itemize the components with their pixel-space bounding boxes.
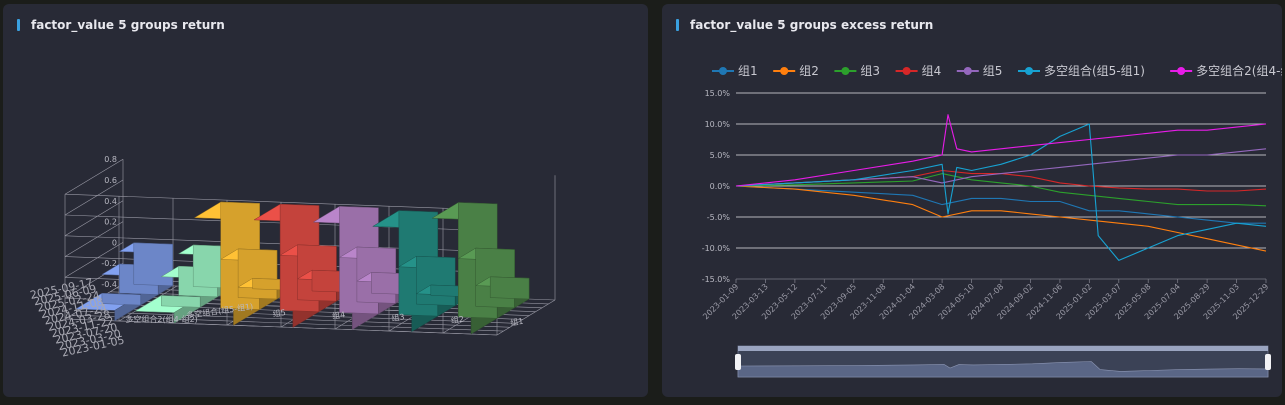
panel-excess-return: factor_value 5 groups excess return 组1 组2… [662,4,1282,397]
legend-label: 多空组合(组5-组1) [1044,63,1145,78]
x-tick-label: 多空组合2(组4-组2) [125,314,197,324]
bar-front[interactable] [133,242,173,287]
legend-marker [1025,67,1033,75]
y-tick-label: 10.0% [705,120,731,129]
legend-marker [902,67,911,75]
legend-label: 组3 [860,64,880,78]
legend-item[interactable]: 多空组合(组5-组1) [1018,63,1145,78]
z-tick-label: -0.4 [101,280,117,289]
zoom-preview-area [737,361,1269,378]
grid-line [64,158,124,195]
x-tick-label: 组3 [391,311,405,323]
series-line[interactable] [735,185,1266,224]
bar-front[interactable] [237,248,278,300]
x-tick-label: 组5 [272,307,286,319]
legend-marker [1177,67,1186,75]
bar-series[interactable] [431,202,530,335]
x-tick-label: 组2 [450,314,464,326]
legend-marker [719,67,727,75]
bar-series[interactable] [371,210,471,333]
x-tick-label: 组4 [331,309,345,321]
legend-item[interactable]: 组3 [834,64,880,78]
grid-line [496,299,556,336]
bars [74,201,530,335]
series-line[interactable] [735,148,1267,187]
z-tick-label: -0.2 [101,259,117,268]
legend-label: 组1 [738,64,758,78]
grid-line [64,200,124,237]
bar-series[interactable] [193,201,293,326]
grid-line [64,242,124,278]
series-line[interactable] [735,173,1267,207]
z-tick-label: 0 [112,238,117,247]
z-tick-label: 0.6 [104,176,117,185]
legend-item[interactable]: 多空组合2(组4-组2) [1170,63,1282,78]
legend: 组1 组2 组3 组4 组5 多空组合(组5-组1) 多空组合2(组4-组2) [712,63,1282,78]
bar-front[interactable] [101,293,142,306]
zoom-handle-left[interactable] [735,354,741,370]
y-tick-label: 15.0% [705,89,731,98]
legend-item[interactable]: 组5 [956,64,1003,78]
legend-item[interactable]: 组4 [895,64,942,78]
legend-marker [780,67,789,75]
data-zoom-slider[interactable] [735,345,1271,378]
panel-title: factor_value 5 groups excess return [676,18,933,32]
series-line[interactable] [735,185,1267,252]
series-line[interactable] [735,123,1267,261]
zoom-bar[interactable] [738,346,1268,351]
y-tick-label: -15.0% [702,275,731,284]
y-tick-label: -5.0% [707,213,731,222]
legend-label: 组5 [983,64,1003,78]
legend-marker [841,67,850,75]
legend-label: 多空组合2(组4-组2) [1196,63,1282,78]
z-tick-label: 0.8 [104,155,117,164]
y-tick-label: 0.0% [710,182,731,191]
legend-marker [963,67,972,75]
panel-title: factor_value 5 groups return [17,18,225,32]
grid-line [71,314,504,332]
series [735,114,1267,261]
series-line[interactable] [735,114,1267,187]
grid-line [64,179,124,216]
x-tick-label: 组1 [510,316,524,328]
line-chart[interactable]: 组1 组2 组3 组4 组5 多空组合(组5-组1) 多空组合2(组4-组2) 15.0% 10… [662,4,1282,397]
grid-line [64,221,124,257]
grid-line [64,318,498,336]
bar-series[interactable] [312,206,412,331]
bar-front[interactable] [161,295,201,308]
legend-label: 组4 [922,64,942,78]
y-tick-label: -10.0% [702,244,731,253]
bar-front[interactable] [489,276,530,300]
legend-item[interactable]: 组2 [773,64,819,78]
zoom-handle-right[interactable] [1265,354,1271,370]
bar-series[interactable] [74,242,174,322]
legend-item[interactable]: 组1 [712,64,758,78]
y-tick-label: 5.0% [710,151,731,160]
z-tick-label: 0.4 [104,197,117,206]
panel-group-return: factor_value 5 groups return 0.8 0.6 0.4 0.… [3,4,648,397]
bar-front[interactable] [416,256,456,306]
z-tick-label: 0.2 [104,218,117,227]
legend-label: 组2 [799,64,819,78]
